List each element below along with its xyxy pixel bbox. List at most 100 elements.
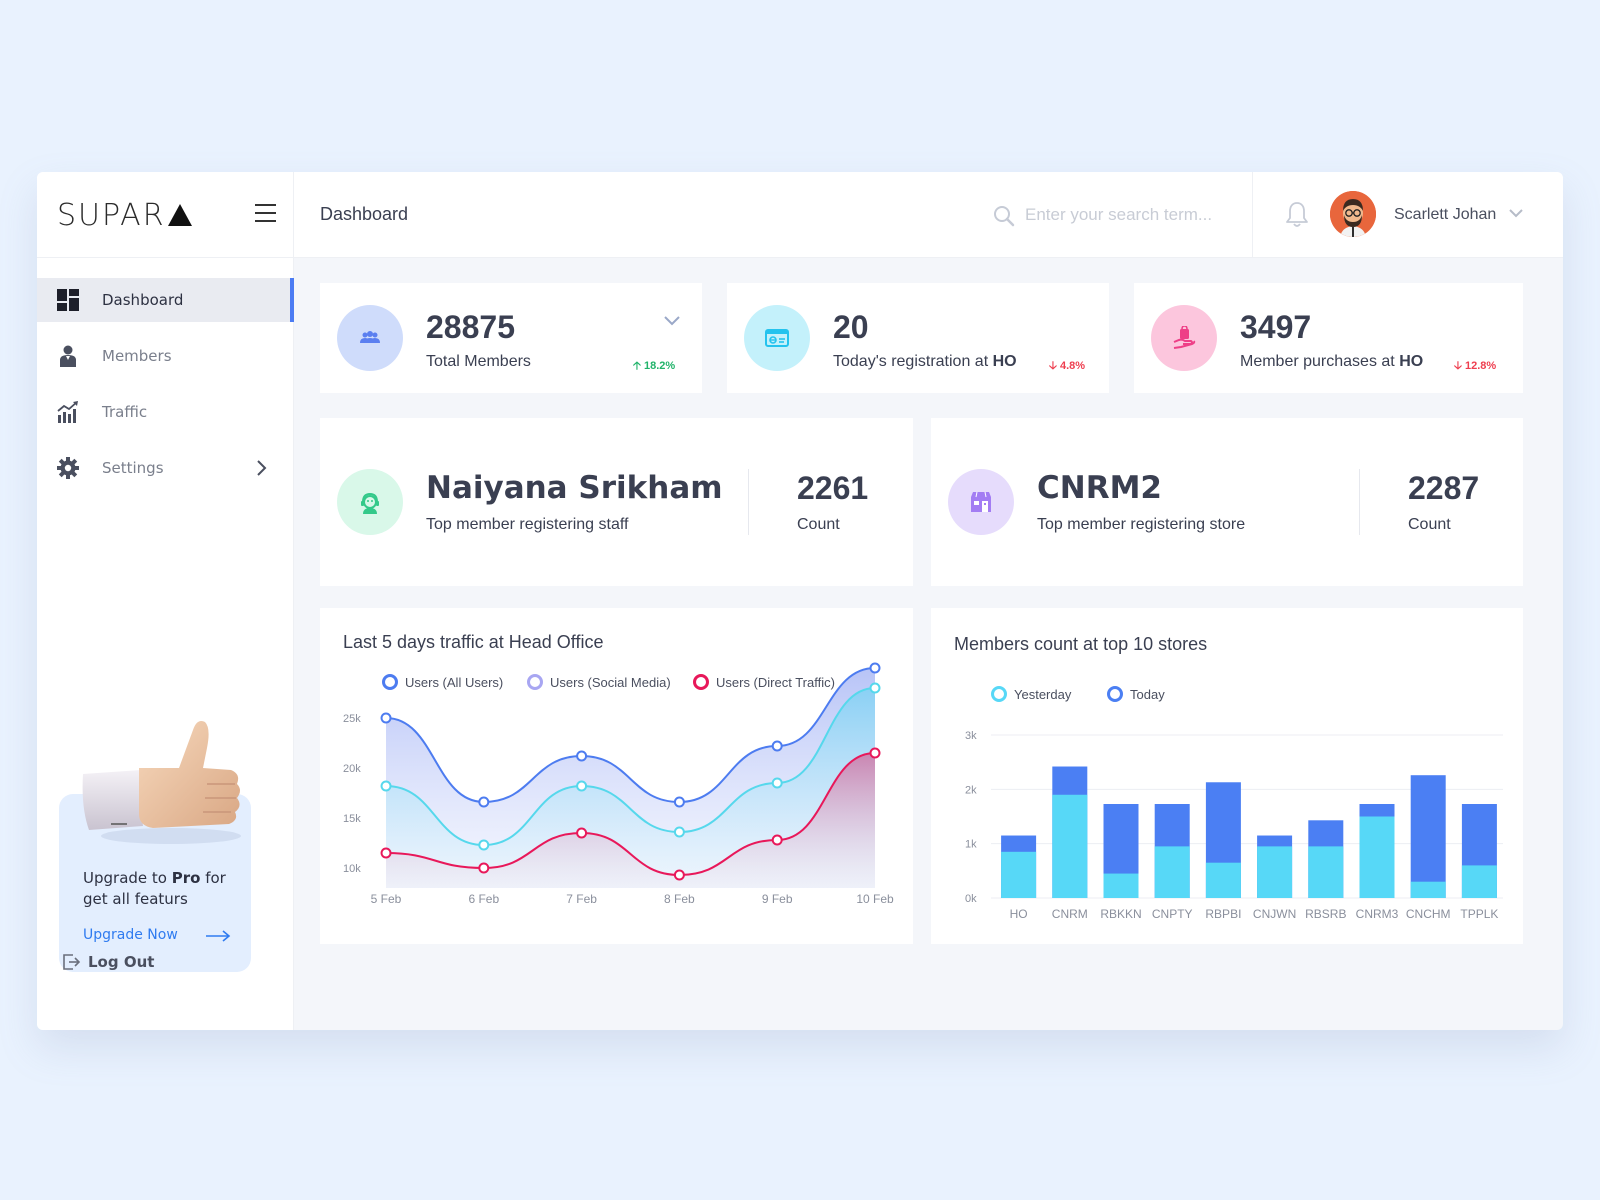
- stat-card-todays-registration: 20 Today's registration at HO 🡣 4.8%: [727, 283, 1109, 393]
- legend-marker-icon: [991, 686, 1007, 702]
- bar-yesterday: [1103, 873, 1139, 898]
- data-point: [380, 780, 392, 792]
- top-staff-count: 2261: [797, 470, 869, 506]
- registration-card-icon: [765, 329, 789, 347]
- arrow-right-icon[interactable]: [205, 930, 231, 942]
- bar-yesterday: [1257, 846, 1293, 898]
- arrow-up-icon: 🡡: [633, 360, 641, 372]
- series-line: [385, 687, 876, 847]
- data-point: [478, 862, 490, 874]
- x-tick-label: CNRM3: [1356, 907, 1399, 921]
- data-point: [869, 747, 881, 759]
- promo-text: Upgrade to Pro for get all featurs: [83, 869, 226, 908]
- stat-icon-circle: [1151, 305, 1217, 371]
- x-tick-label: CNJWN: [1253, 907, 1296, 921]
- legend-marker-icon: [527, 674, 543, 690]
- bar-yesterday: [1410, 881, 1446, 898]
- logout-label: Log Out: [88, 953, 155, 971]
- data-point: [673, 869, 685, 881]
- arrow-down-icon: 🡣: [1454, 360, 1462, 372]
- sidebar-item-label: Traffic: [102, 403, 148, 421]
- sidebar-item-settings[interactable]: Settings: [37, 446, 294, 490]
- thumbs-up-illustration-icon: [82, 721, 241, 844]
- legend-marker-icon: [693, 674, 709, 690]
- logout-icon: [63, 954, 81, 970]
- x-tick-label: 8 Feb: [664, 892, 695, 906]
- stat-icon-circle: [337, 305, 403, 371]
- stat-delta: 🡣 12.8%: [1454, 360, 1497, 372]
- top-staff-label: Top member registering staff: [426, 516, 629, 533]
- data-point: [771, 834, 783, 846]
- sidebar-item-dashboard[interactable]: Dashboard: [37, 278, 294, 322]
- bar-yesterday: [1205, 862, 1241, 898]
- card-divider: [748, 469, 749, 535]
- logout-button[interactable]: Log Out: [61, 950, 171, 974]
- stat-label: Member purchases at HO: [1240, 353, 1424, 370]
- y-tick-label: 15k: [343, 813, 361, 825]
- top-store-name: CNRM2: [1037, 470, 1162, 506]
- data-point: [869, 662, 881, 674]
- legend-marker-icon: [382, 674, 398, 690]
- purchase-bag-icon: [1173, 326, 1196, 349]
- logo-triangle-icon: [167, 204, 192, 226]
- stat-delta: 🡡 18.2%: [633, 360, 676, 372]
- top-bar: SUPAR Dashboard Scarlett Johan: [37, 172, 1563, 258]
- x-tick-label: 6 Feb: [468, 892, 499, 906]
- chevron-down-icon[interactable]: [1508, 208, 1524, 218]
- chevron-down-icon[interactable]: [663, 315, 681, 327]
- gear-icon: [57, 457, 79, 479]
- y-tick-label: 0k: [965, 893, 977, 905]
- member-icon: [60, 345, 76, 367]
- y-tick-label: 25k: [343, 713, 361, 725]
- bell-icon[interactable]: [1285, 200, 1309, 228]
- search-input[interactable]: [1025, 202, 1225, 228]
- x-tick-label: HO: [1010, 907, 1028, 921]
- traffic-icon: [57, 401, 78, 423]
- x-tick-label: RBSRB: [1305, 907, 1346, 921]
- header-divider: [1252, 172, 1253, 258]
- upgrade-now-link[interactable]: Upgrade Now: [83, 927, 178, 943]
- sidebar-item-members[interactable]: Members: [37, 334, 294, 378]
- stores-bar-chart: 3k 2k 1k 0k HO CNRM RBKKN CNPTY RBPBI CNJWN RBSRB C…: [965, 730, 1503, 921]
- data-point: [380, 847, 392, 859]
- y-tick-label: 2k: [965, 784, 977, 796]
- y-tick-label: 10k: [343, 863, 361, 875]
- top-staff-count-label: Count: [797, 516, 840, 533]
- data-point: [771, 740, 783, 752]
- logo[interactable]: SUPAR: [57, 198, 192, 233]
- x-tick-label: RBKKN: [1100, 907, 1141, 921]
- bar-yesterday: [1461, 865, 1497, 898]
- hamburger-menu-icon[interactable]: [255, 204, 276, 222]
- user-name[interactable]: Scarlett Johan: [1394, 206, 1497, 223]
- x-tick-label: CNCHM: [1406, 907, 1451, 921]
- x-tick-label: TPPLK: [1460, 907, 1498, 921]
- x-tick-label: 10 Feb: [856, 892, 894, 906]
- stat-delta: 🡣 4.8%: [1049, 360, 1086, 372]
- sidebar: Dashboard Members Traffic Settings Upgra…: [37, 258, 294, 1030]
- series-area: [386, 688, 875, 888]
- page-title: Dashboard: [320, 204, 409, 224]
- sidebar-item-label: Settings: [102, 459, 164, 477]
- data-point: [380, 712, 392, 724]
- data-point: [576, 780, 588, 792]
- y-tick-label: 20k: [343, 763, 361, 775]
- traffic-line-chart: 25k 20k 15k 10k 5 Feb 6 Feb 7 Feb 8 Feb 9 Feb 10 …: [343, 662, 894, 906]
- sidebar-item-traffic[interactable]: Traffic: [37, 390, 294, 434]
- chevron-right-icon[interactable]: [255, 459, 267, 477]
- legend-marker-icon: [1107, 686, 1123, 702]
- members-group-icon: [360, 331, 380, 343]
- bar-yesterday: [1001, 851, 1037, 898]
- avatar[interactable]: [1330, 191, 1376, 237]
- search-icon: [994, 206, 1015, 227]
- bar-yesterday: [1359, 816, 1395, 898]
- top-staff-card: Naiyana Srikham Top member registering s…: [320, 418, 913, 586]
- stat-value: 20: [833, 309, 869, 345]
- chart-title: Members count at top 10 stores: [954, 634, 1208, 654]
- logo-text: SUPAR: [57, 198, 166, 233]
- x-tick-label: CNPTY: [1152, 907, 1193, 921]
- stat-card-total-members: 28875 Total Members 🡡 18.2%: [320, 283, 702, 393]
- y-tick-label: 3k: [965, 730, 977, 742]
- stat-value: 3497: [1240, 309, 1312, 345]
- chart-title: Last 5 days traffic at Head Office: [343, 632, 604, 652]
- data-point: [869, 682, 881, 694]
